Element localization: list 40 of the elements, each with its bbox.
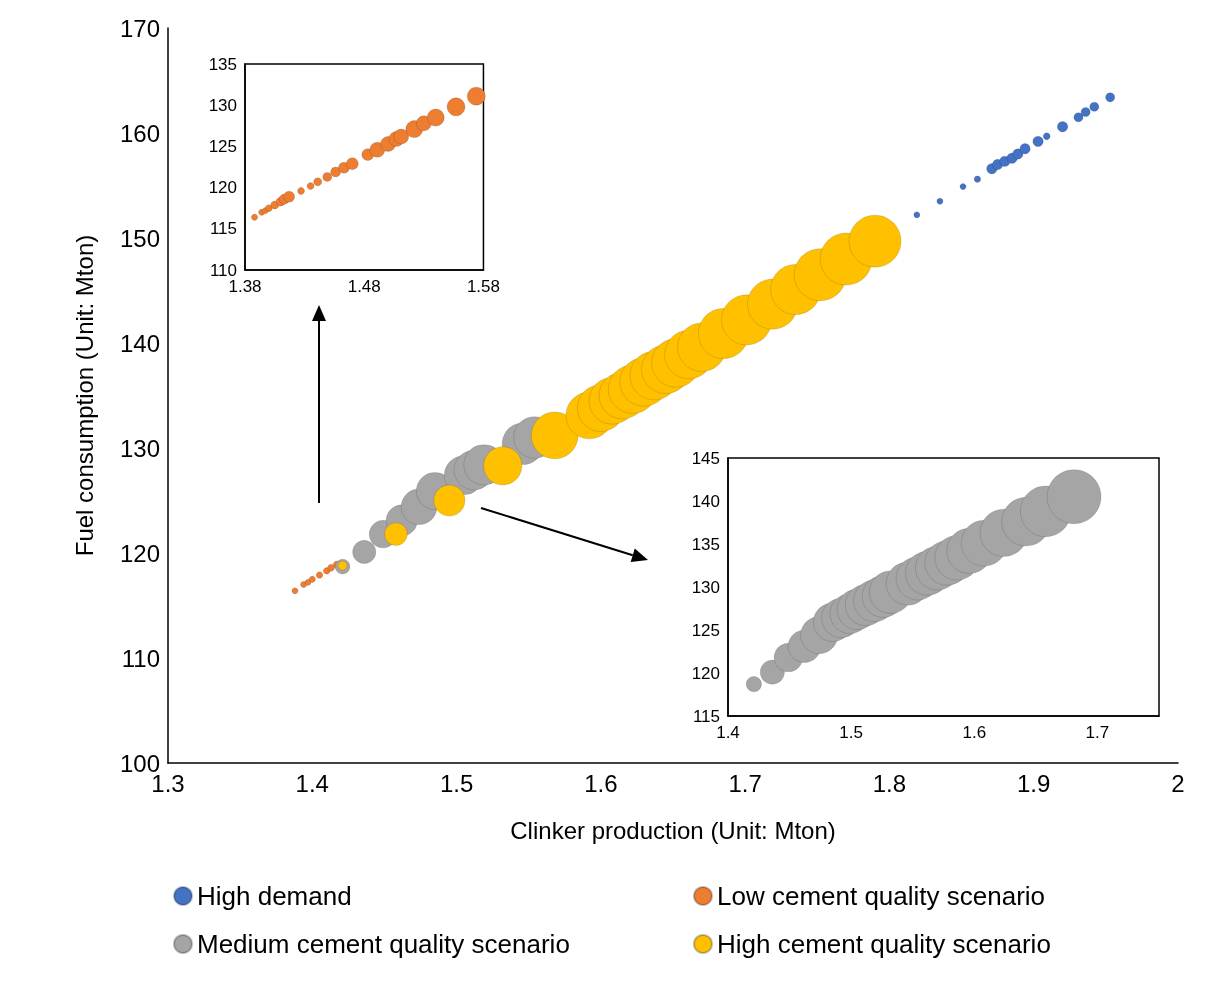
x-tick-label: 1.7 bbox=[728, 769, 762, 797]
y-tick-label: 110 bbox=[209, 260, 237, 280]
y-tick-label: 160 bbox=[119, 119, 160, 147]
y-tick-label: 115 bbox=[692, 706, 720, 726]
x-tick-label: 1.8 bbox=[872, 769, 907, 797]
y-tick-label: 150 bbox=[119, 224, 160, 252]
x-tick-label: 1.7 bbox=[1085, 723, 1110, 742]
legend-label: High demand bbox=[197, 881, 352, 911]
y-tick-label: 120 bbox=[208, 178, 237, 198]
y-tick-label: 130 bbox=[691, 577, 720, 597]
x-tick-label: 1.58 bbox=[466, 277, 500, 296]
y-tick-label: 145 bbox=[691, 448, 720, 468]
x-tick-label: 1.5 bbox=[439, 769, 474, 797]
x-tick-label: 1.48 bbox=[347, 277, 381, 296]
x-tick-label: 1.4 bbox=[295, 769, 329, 797]
x-tick-label: 1.38 bbox=[228, 277, 262, 296]
y-axis-title: Fuel consumption (Unit: Mton) bbox=[70, 234, 98, 557]
y-tick-label: 120 bbox=[691, 663, 720, 683]
x-tick-label: 1.9 bbox=[1017, 769, 1051, 797]
x-tick-label: 1.6 bbox=[584, 769, 618, 797]
x-tick-label: 1.5 bbox=[839, 723, 863, 742]
y-tick-label: 135 bbox=[691, 534, 720, 554]
y-tick-label: 115 bbox=[209, 219, 237, 239]
y-tick-label: 125 bbox=[691, 620, 720, 640]
y-tick-label: 135 bbox=[208, 54, 237, 74]
y-tick-label: 130 bbox=[208, 95, 237, 115]
y-tick-label: 130 bbox=[119, 434, 160, 462]
y-tick-label: 110 bbox=[121, 644, 160, 672]
y-tick-label: 140 bbox=[119, 329, 160, 357]
y-tick-label: 170 bbox=[119, 14, 160, 42]
x-tick-label: 1.4 bbox=[716, 723, 740, 742]
legend-label: High cement quality scenario bbox=[717, 929, 1051, 959]
y-tick-label: 120 bbox=[119, 539, 160, 567]
x-axis-title: Clinker production (Unit: Mton) bbox=[510, 816, 836, 844]
y-tick-label: 125 bbox=[208, 136, 237, 156]
legend-label: Low cement quality scenario bbox=[717, 881, 1046, 911]
x-tick-label: 2 bbox=[1171, 769, 1185, 797]
legend-label: Medium cement quality scenario bbox=[197, 929, 570, 959]
y-tick-label: 140 bbox=[691, 491, 720, 511]
x-tick-label: 1.6 bbox=[962, 723, 987, 742]
